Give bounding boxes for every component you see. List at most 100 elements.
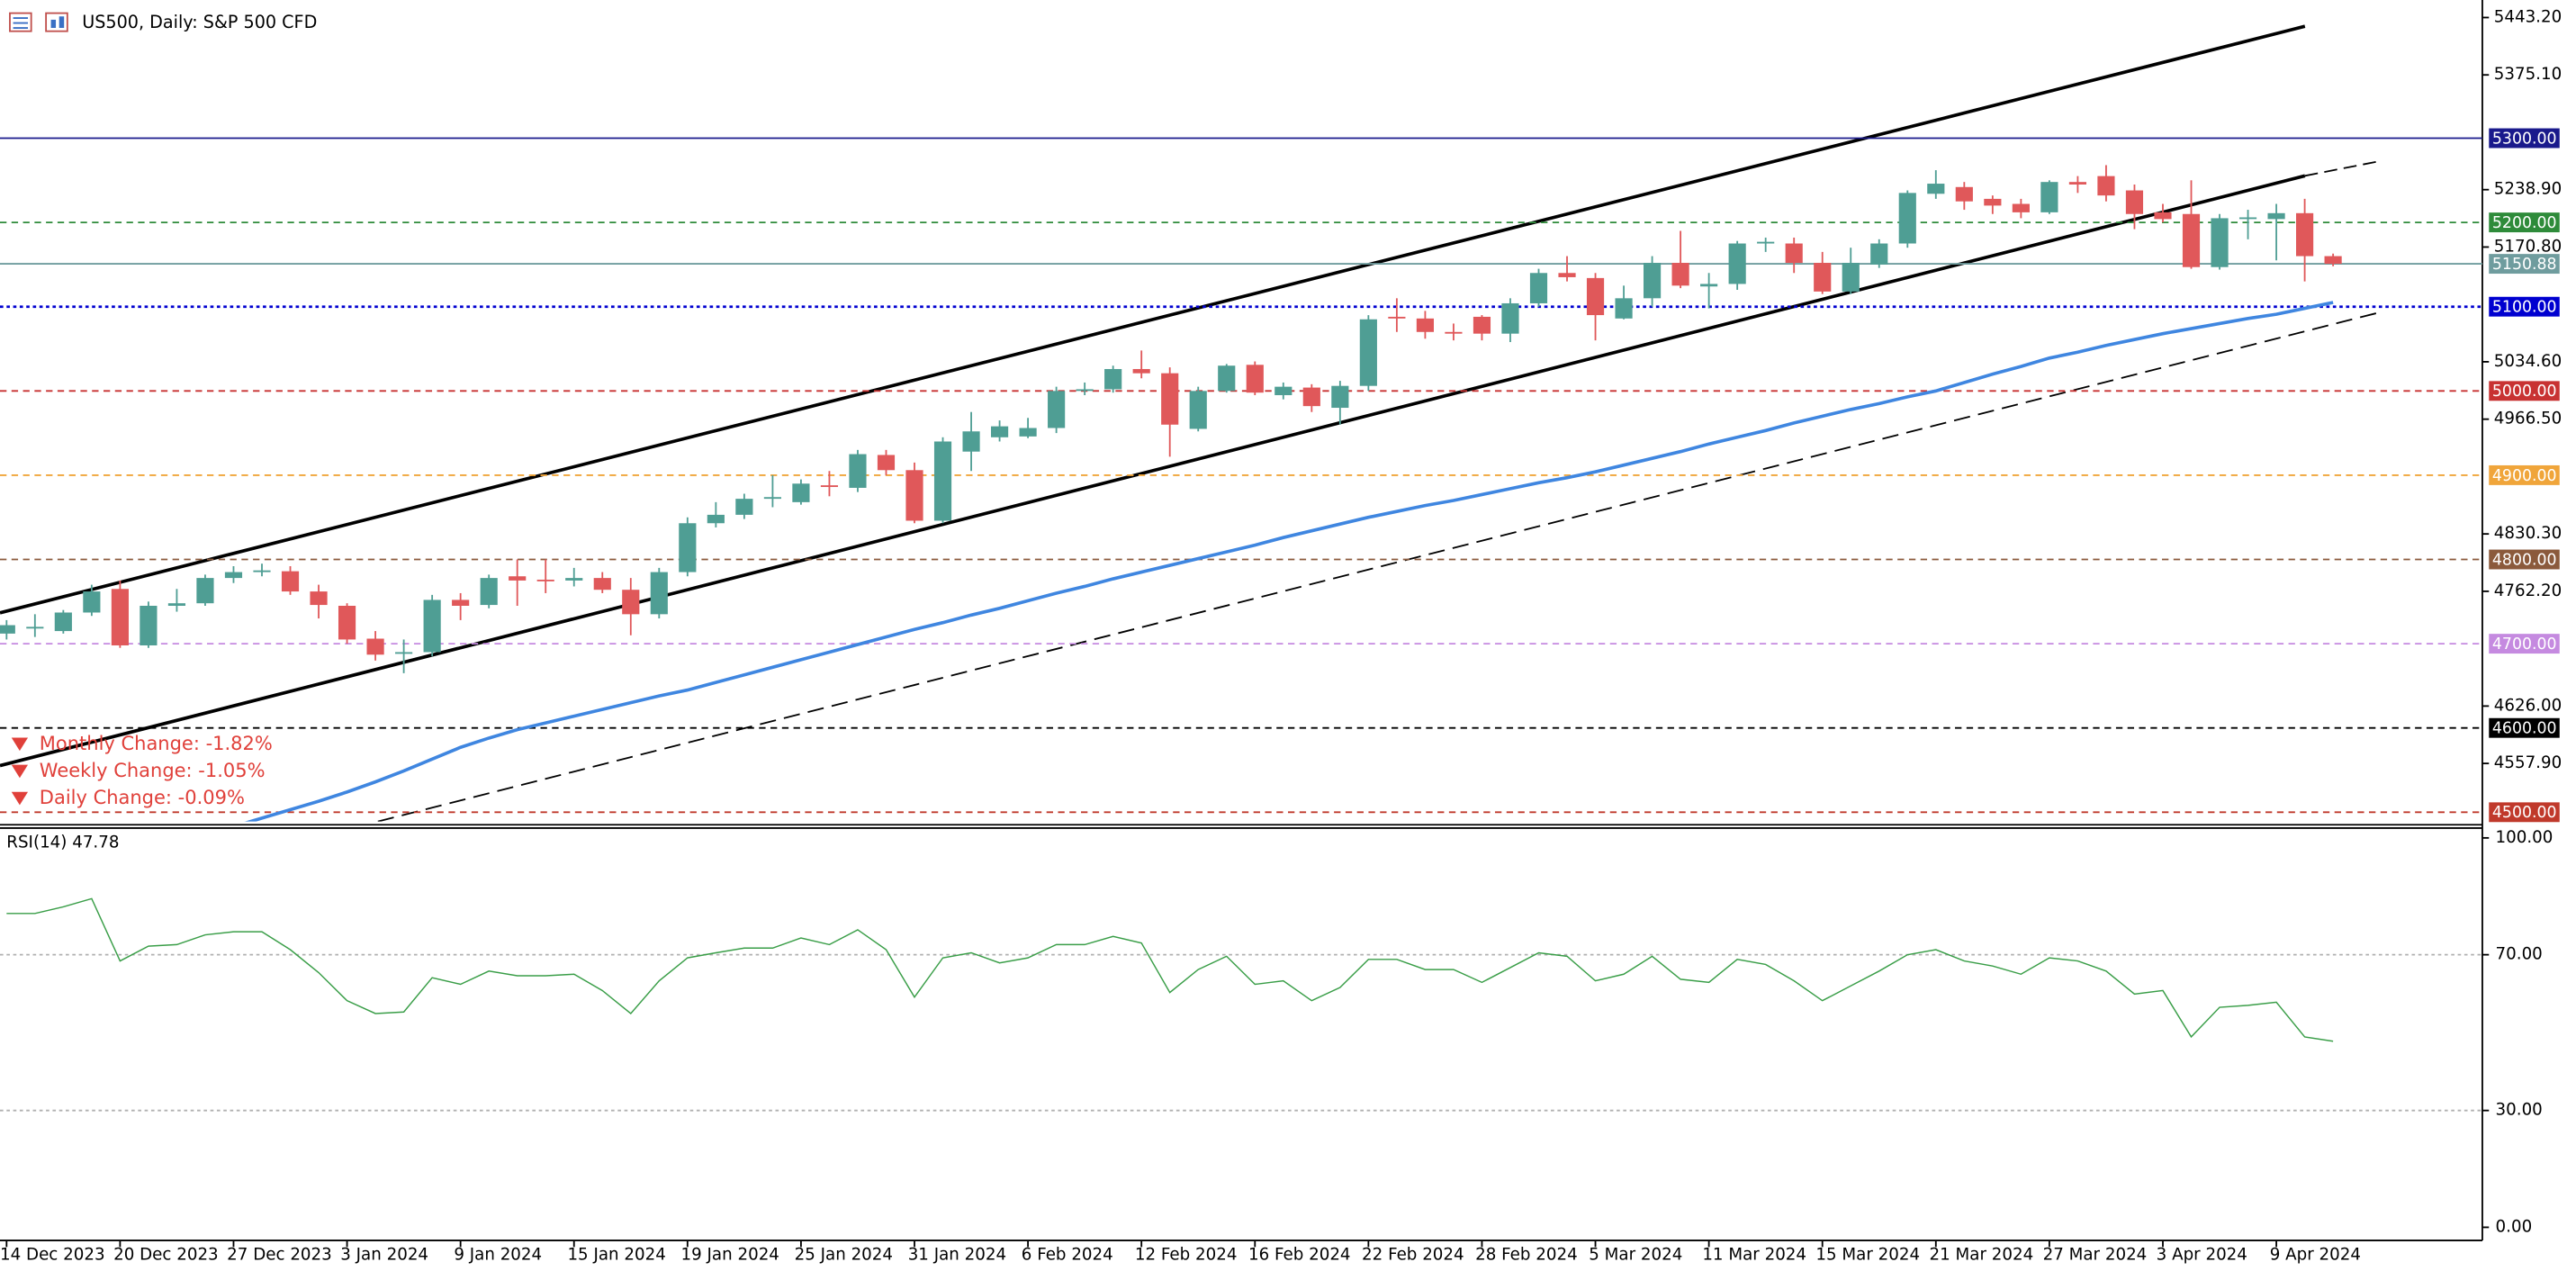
candle-body [0,625,15,634]
candle-body [565,578,583,581]
level-label-box [2489,464,2560,485]
candle-body [536,579,554,581]
level-label: 4600.00 [2492,720,2557,738]
candle-body [338,605,356,640]
candle-body [2040,182,2058,212]
x-tick-label: 20 Dec 2023 [113,1245,219,1264]
level-label: 5150.88 [2492,256,2557,274]
y-tick-label: 5034.60 [2494,352,2562,371]
level-label-box [2489,634,2560,654]
candle-body [1189,391,1207,429]
x-tick-label: 5 Mar 2024 [1589,1245,1682,1264]
candle-body [1274,386,1293,395]
candle-body [1671,263,1689,286]
level-label: 5100.00 [2492,299,2557,317]
candle-body [1388,316,1406,319]
candle-body [1955,186,1973,202]
level-label: 4800.00 [2492,551,2557,569]
annotation: Monthly Change: -1.82% [40,733,273,754]
level-label: 5200.00 [2492,214,2557,232]
candle-body [707,514,725,524]
candle-body [2296,212,2314,257]
candle-body [2211,218,2229,267]
candle-body [905,470,923,521]
candle-body [2012,203,2030,212]
level-label: 4900.00 [2492,467,2557,485]
y-tick-label: 4762.20 [2494,581,2562,600]
y-tick-label: 0.00 [2496,1217,2533,1236]
candle-body [1331,385,1349,409]
level-label-box [2489,296,2560,317]
candle-body [1757,241,1775,244]
y-tick-label: 4557.90 [2494,753,2562,772]
level-label-box [2489,549,2560,570]
candle-body [1586,277,1605,316]
candle-body [679,523,697,572]
y-tick-label: 5238.90 [2494,180,2562,199]
candle-body [111,589,129,645]
level-label: 4500.00 [2492,804,2557,822]
candle-body [423,599,441,653]
candle-body [1644,263,1662,299]
candle-body [509,576,527,581]
candle-body [1445,331,1463,334]
candle-body [310,591,328,606]
x-tick-label: 31 Jan 2024 [908,1245,1006,1264]
candle-body [1048,391,1066,428]
candle-body [1246,365,1264,393]
x-tick-label: 15 Mar 2024 [1815,1245,1920,1264]
candle-body [933,441,952,521]
candle-body [140,605,158,645]
rsi-plot [0,897,2482,1112]
candle-body [2097,176,2115,196]
candle-body [1870,243,1888,265]
x-tick-label: 9 Apr 2024 [2270,1245,2361,1264]
candle-body [849,454,867,488]
candle-body [253,570,271,572]
level-label: 5300.00 [2492,130,2557,148]
x-tick-label: 19 Jan 2024 [681,1245,779,1264]
rsi-line [6,897,2334,1042]
candle-body [452,599,470,606]
x-tick-label: 22 Feb 2024 [1362,1245,1464,1264]
annotation: Weekly Change: -1.05% [40,760,266,781]
x-tick-label: 15 Jan 2024 [567,1245,665,1264]
candle-body [792,483,810,502]
moving-average [244,301,2334,822]
candle-body [167,603,186,606]
candle-body [83,591,101,613]
candle-body [1785,243,1803,264]
candle-body [1416,318,1434,332]
candle-body [1019,428,1037,437]
x-tick-label: 16 Feb 2024 [1248,1245,1351,1264]
candle-body [1898,193,1916,244]
candle-body [1076,389,1094,392]
x-tick-label: 21 Mar 2024 [1930,1245,2034,1264]
icon [45,12,68,32]
down-triangle [11,764,29,779]
level-label-box [2489,212,2560,233]
down-triangle [11,791,29,806]
y-tick-label: 4966.50 [2494,410,2562,428]
channel-extension [2304,159,2381,177]
x-tick-label: 6 Feb 2024 [1022,1245,1113,1264]
candle-body [1218,365,1236,392]
level-label-box [2489,802,2560,823]
candle-body [2238,217,2257,220]
price-plot [0,137,2482,822]
candle-body [1984,198,2002,206]
level-label: 5000.00 [2492,383,2557,401]
x-tick-label: 28 Feb 2024 [1475,1245,1578,1264]
candle-body [2267,212,2285,220]
candle-body [735,499,753,515]
candle-body [281,571,300,592]
x-tick-label: 25 Jan 2024 [795,1245,893,1264]
toolbar-icons [9,12,68,32]
y-tick-label: 5375.10 [2494,65,2562,84]
x-tick-label: 12 Feb 2024 [1135,1245,1238,1264]
candle-body [1501,302,1519,334]
trendlines [0,24,2382,822]
candle-body [1104,368,1122,390]
candle-body [480,578,498,606]
candle-body [990,426,1009,437]
